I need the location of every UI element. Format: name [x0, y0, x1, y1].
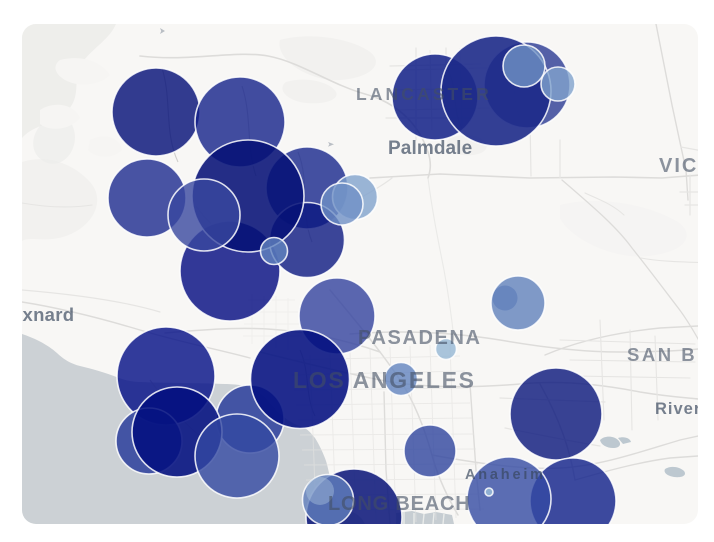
svg-text:LANCASTER: LANCASTER — [356, 84, 492, 104]
svg-text:Riverside: Riverside — [655, 400, 714, 418]
svg-text:LONG BEACH: LONG BEACH — [328, 493, 470, 515]
svg-text:Oxnard: Oxnard — [8, 304, 75, 325]
svg-text:VICTORVILLE: VICTORVILLE — [659, 155, 714, 177]
svg-text:SAN BERNARDINO: SAN BERNARDINO — [627, 344, 714, 365]
svg-text:Anaheim: Anaheim — [465, 467, 546, 483]
svg-text:LOS ANGELES: LOS ANGELES — [293, 367, 476, 393]
svg-text:Palmdale: Palmdale — [388, 138, 472, 159]
svg-text:PASADENA: PASADENA — [358, 327, 482, 349]
